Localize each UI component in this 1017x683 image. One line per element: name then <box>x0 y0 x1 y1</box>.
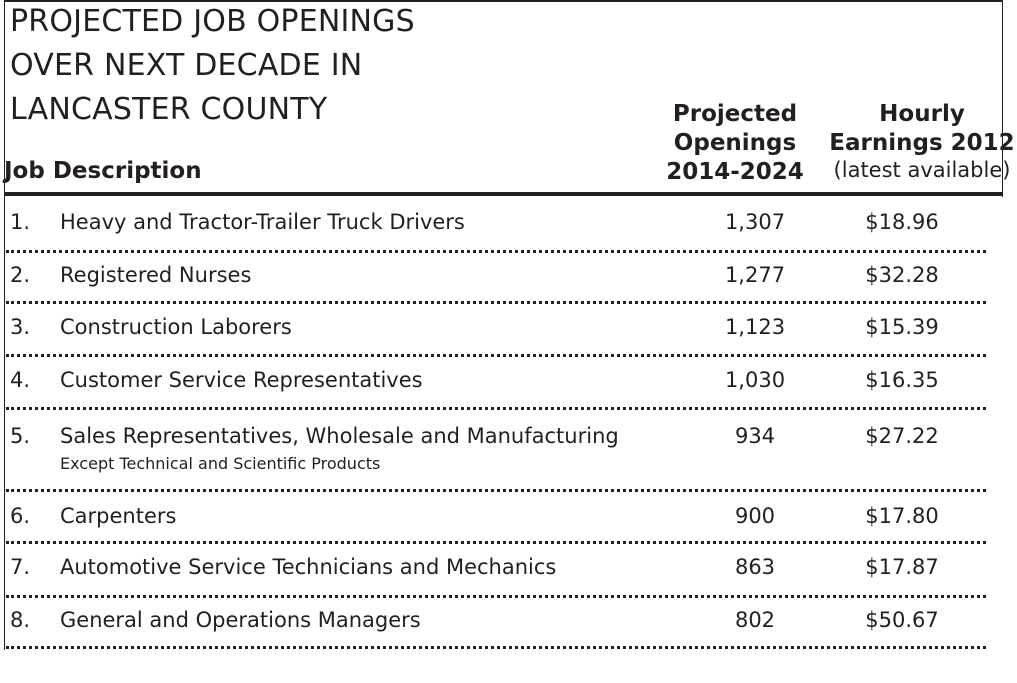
row-divider <box>6 489 986 492</box>
row-projected-openings: 934 <box>734 424 776 448</box>
row-projected-openings: 1,277 <box>724 263 786 287</box>
row-job-title: Heavy and Tractor-Trailer Truck Drivers <box>60 210 465 234</box>
row-rank: 6. <box>10 504 31 528</box>
row-hourly-earnings: $18.96 <box>865 210 939 234</box>
row-rank: 8. <box>10 608 31 632</box>
row-hourly-earnings: $15.39 <box>865 315 939 339</box>
row-job-title: Sales Representatives, Wholesale and Man… <box>60 424 619 448</box>
row-projected-openings: 863 <box>734 555 776 579</box>
row-rank: 2. <box>10 263 31 287</box>
header-rule <box>4 192 1003 196</box>
row-job-title: General and Operations Managers <box>60 608 421 632</box>
row-projected-openings: 1,030 <box>724 368 786 392</box>
row-job-title: Customer Service Representatives <box>60 368 423 392</box>
frame-right-border <box>1002 0 1003 197</box>
row-projected-openings: 802 <box>734 608 776 632</box>
row-rank: 5. <box>10 424 31 448</box>
frame-left-border <box>4 0 5 650</box>
row-rank: 4. <box>10 368 31 392</box>
table-title: PROJECTED JOB OPENINGS OVER NEXT DECADE … <box>10 4 415 127</box>
row-job-note: Except Technical and Scientific Products <box>60 454 381 473</box>
row-projected-openings: 900 <box>734 504 776 528</box>
row-job-title: Carpenters <box>60 504 177 528</box>
column-header-job-description: Job Description <box>4 158 202 184</box>
row-hourly-earnings: $16.35 <box>865 368 939 392</box>
row-divider <box>6 407 986 410</box>
row-divider <box>6 250 986 253</box>
frame-top-border <box>4 0 1003 2</box>
column-header-projected-openings: Projected Openings 2014-2024 <box>666 101 804 185</box>
column-header-hourly-earnings: Hourly Earnings 2012 <box>829 101 1015 156</box>
row-projected-openings: 1,307 <box>724 210 786 234</box>
row-divider <box>6 354 986 357</box>
row-rank: 3. <box>10 315 31 339</box>
row-divider <box>6 595 986 598</box>
row-rank: 7. <box>10 555 31 579</box>
row-hourly-earnings: $17.87 <box>865 555 939 579</box>
row-divider <box>6 301 986 304</box>
row-rank: 1. <box>10 210 31 234</box>
row-projected-openings: 1,123 <box>724 315 786 339</box>
row-job-title: Construction Laborers <box>60 315 292 339</box>
row-hourly-earnings: $17.80 <box>865 504 939 528</box>
row-job-title: Registered Nurses <box>60 263 252 287</box>
column-header-earnings-note: (latest available) <box>833 158 1011 182</box>
row-hourly-earnings: $27.22 <box>865 424 939 448</box>
row-divider <box>6 646 986 649</box>
row-hourly-earnings: $50.67 <box>865 608 939 632</box>
row-divider <box>6 541 986 544</box>
row-hourly-earnings: $32.28 <box>865 263 939 287</box>
row-job-title: Automotive Service Technicians and Mecha… <box>60 555 557 579</box>
